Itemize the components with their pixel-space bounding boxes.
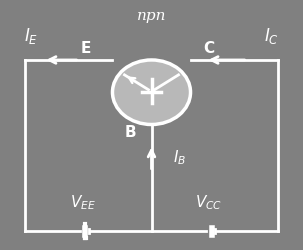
Text: npn: npn — [137, 9, 166, 23]
Text: $I_C$: $I_C$ — [264, 26, 279, 46]
Text: $V_{EE}$: $V_{EE}$ — [69, 192, 95, 211]
Text: $I_B$: $I_B$ — [172, 148, 186, 167]
Circle shape — [112, 61, 191, 125]
Text: B: B — [125, 125, 136, 140]
Text: $V_{CC}$: $V_{CC}$ — [195, 192, 222, 211]
Text: $I_E$: $I_E$ — [24, 26, 38, 46]
Text: C: C — [203, 41, 214, 56]
Text: E: E — [80, 41, 91, 56]
